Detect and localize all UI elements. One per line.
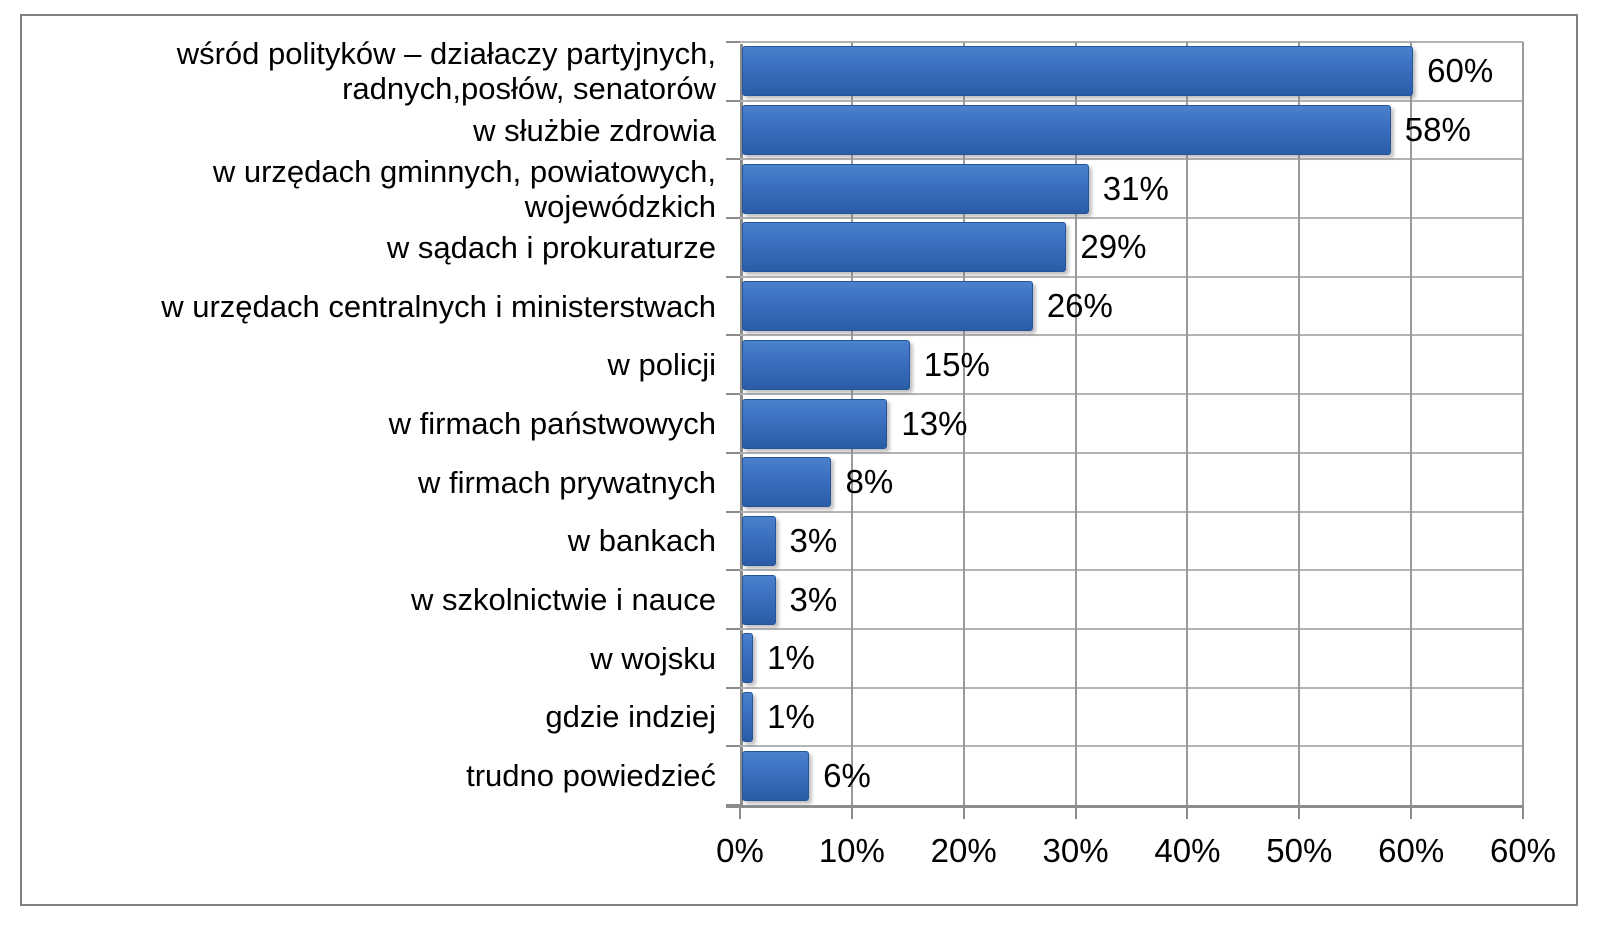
y-axis-tick (726, 745, 740, 748)
y-axis-tick (726, 275, 740, 278)
x-axis-tick-label: 0% (716, 832, 764, 869)
category-gridline (740, 393, 1523, 396)
y-axis-tick (726, 686, 740, 689)
category-label: w firmach państwowych (388, 405, 716, 441)
value-label: 26% (1046, 287, 1113, 325)
major-gridline (1074, 42, 1077, 805)
bar (742, 515, 776, 566)
bar (742, 633, 754, 684)
y-axis-tick (726, 41, 740, 43)
category-label: w szkolnictwie i nauce (411, 582, 716, 618)
x-axis-tick (1522, 806, 1524, 819)
bar (742, 105, 1391, 156)
y-axis-tick (726, 217, 740, 220)
bar (742, 750, 810, 801)
y-axis-tick (726, 158, 740, 161)
major-gridline (1298, 42, 1301, 805)
value-label: 60% (1427, 52, 1494, 90)
major-gridline (1186, 42, 1189, 805)
value-label: 1% (767, 639, 815, 677)
bar (742, 281, 1033, 332)
category-gridline (740, 99, 1523, 102)
x-axis-tick (962, 806, 965, 819)
value-label: 58% (1404, 111, 1471, 149)
category-gridline (740, 627, 1523, 630)
bar (742, 46, 1414, 97)
value-label: 3% (789, 580, 838, 618)
value-label: 6% (823, 756, 871, 794)
category-gridline (740, 275, 1523, 278)
category-label: wśród polityków – działaczy partyjnych, … (176, 36, 716, 107)
x-axis-line (726, 805, 1524, 808)
x-axis-tick (1410, 806, 1413, 819)
category-label: w służbie zdrowia (473, 112, 716, 148)
category-label: w firmach prywatnych (417, 464, 716, 500)
category-gridline (740, 41, 1523, 43)
category-label: trudno powiedzieć (466, 758, 716, 794)
x-axis-tick-label: 60% (1489, 832, 1557, 869)
x-axis-tick-label: 40% (1154, 832, 1221, 869)
y-axis-tick (726, 451, 740, 454)
category-gridline (740, 217, 1523, 220)
x-axis-tick (850, 806, 853, 819)
category-gridline (740, 569, 1523, 572)
y-axis-tick (726, 393, 740, 396)
major-gridline (1410, 42, 1413, 805)
category-label: w bankach (567, 523, 716, 559)
plot-area: 60% 58% 31% 29% 26% 15% 13% 8% 3% 3% 1% 1% 6% (740, 41, 1524, 805)
major-gridline (962, 42, 965, 805)
category-gridline (740, 451, 1523, 454)
value-label: 15% (923, 345, 990, 383)
category-gridline (740, 510, 1523, 513)
category-label: gdzie indziej (545, 699, 716, 735)
category-gridline (740, 745, 1523, 748)
value-label: 1% (767, 697, 815, 735)
x-axis-tick-label: 50% (1266, 832, 1333, 869)
value-label: 3% (789, 521, 838, 559)
category-label: w wojsku (590, 640, 716, 676)
y-axis-tick (726, 804, 740, 806)
y-axis-tick (726, 99, 740, 102)
x-axis-tick (1298, 806, 1301, 819)
category-gridline (740, 686, 1523, 689)
category-label: w policji (607, 347, 716, 383)
x-axis-tick-label: 10% (818, 832, 885, 869)
value-label: 8% (845, 463, 894, 501)
x-axis-tick-label: 30% (1042, 832, 1109, 869)
bar (742, 163, 1089, 214)
y-axis-tick (726, 510, 740, 513)
y-axis-tick (726, 569, 740, 572)
value-label: 29% (1080, 228, 1147, 266)
major-gridline (1522, 42, 1524, 805)
category-label: w sądach i prokuraturze (386, 229, 716, 265)
x-axis-tick (1074, 806, 1077, 819)
x-axis-tick-label: 20% (930, 832, 997, 869)
category-gridline (740, 158, 1523, 161)
value-label: 31% (1102, 169, 1169, 207)
y-axis-line (740, 44, 743, 808)
bar (742, 457, 832, 508)
bar (742, 398, 888, 449)
x-axis-tick-label: 60% (1378, 832, 1445, 869)
bar (742, 339, 910, 390)
bar (742, 691, 754, 742)
category-label: w urzędach gminnych, powiatowych, wojewó… (212, 153, 716, 224)
bar (742, 222, 1067, 273)
y-axis-tick (726, 334, 740, 337)
x-axis-tick (1186, 806, 1189, 819)
category-label: w urzędach centralnych i ministerstwach (161, 288, 716, 324)
category-gridline (740, 334, 1523, 337)
x-axis-tick (739, 806, 741, 819)
y-axis-tick (726, 627, 740, 630)
value-label: 13% (901, 404, 968, 442)
bar (742, 574, 776, 625)
